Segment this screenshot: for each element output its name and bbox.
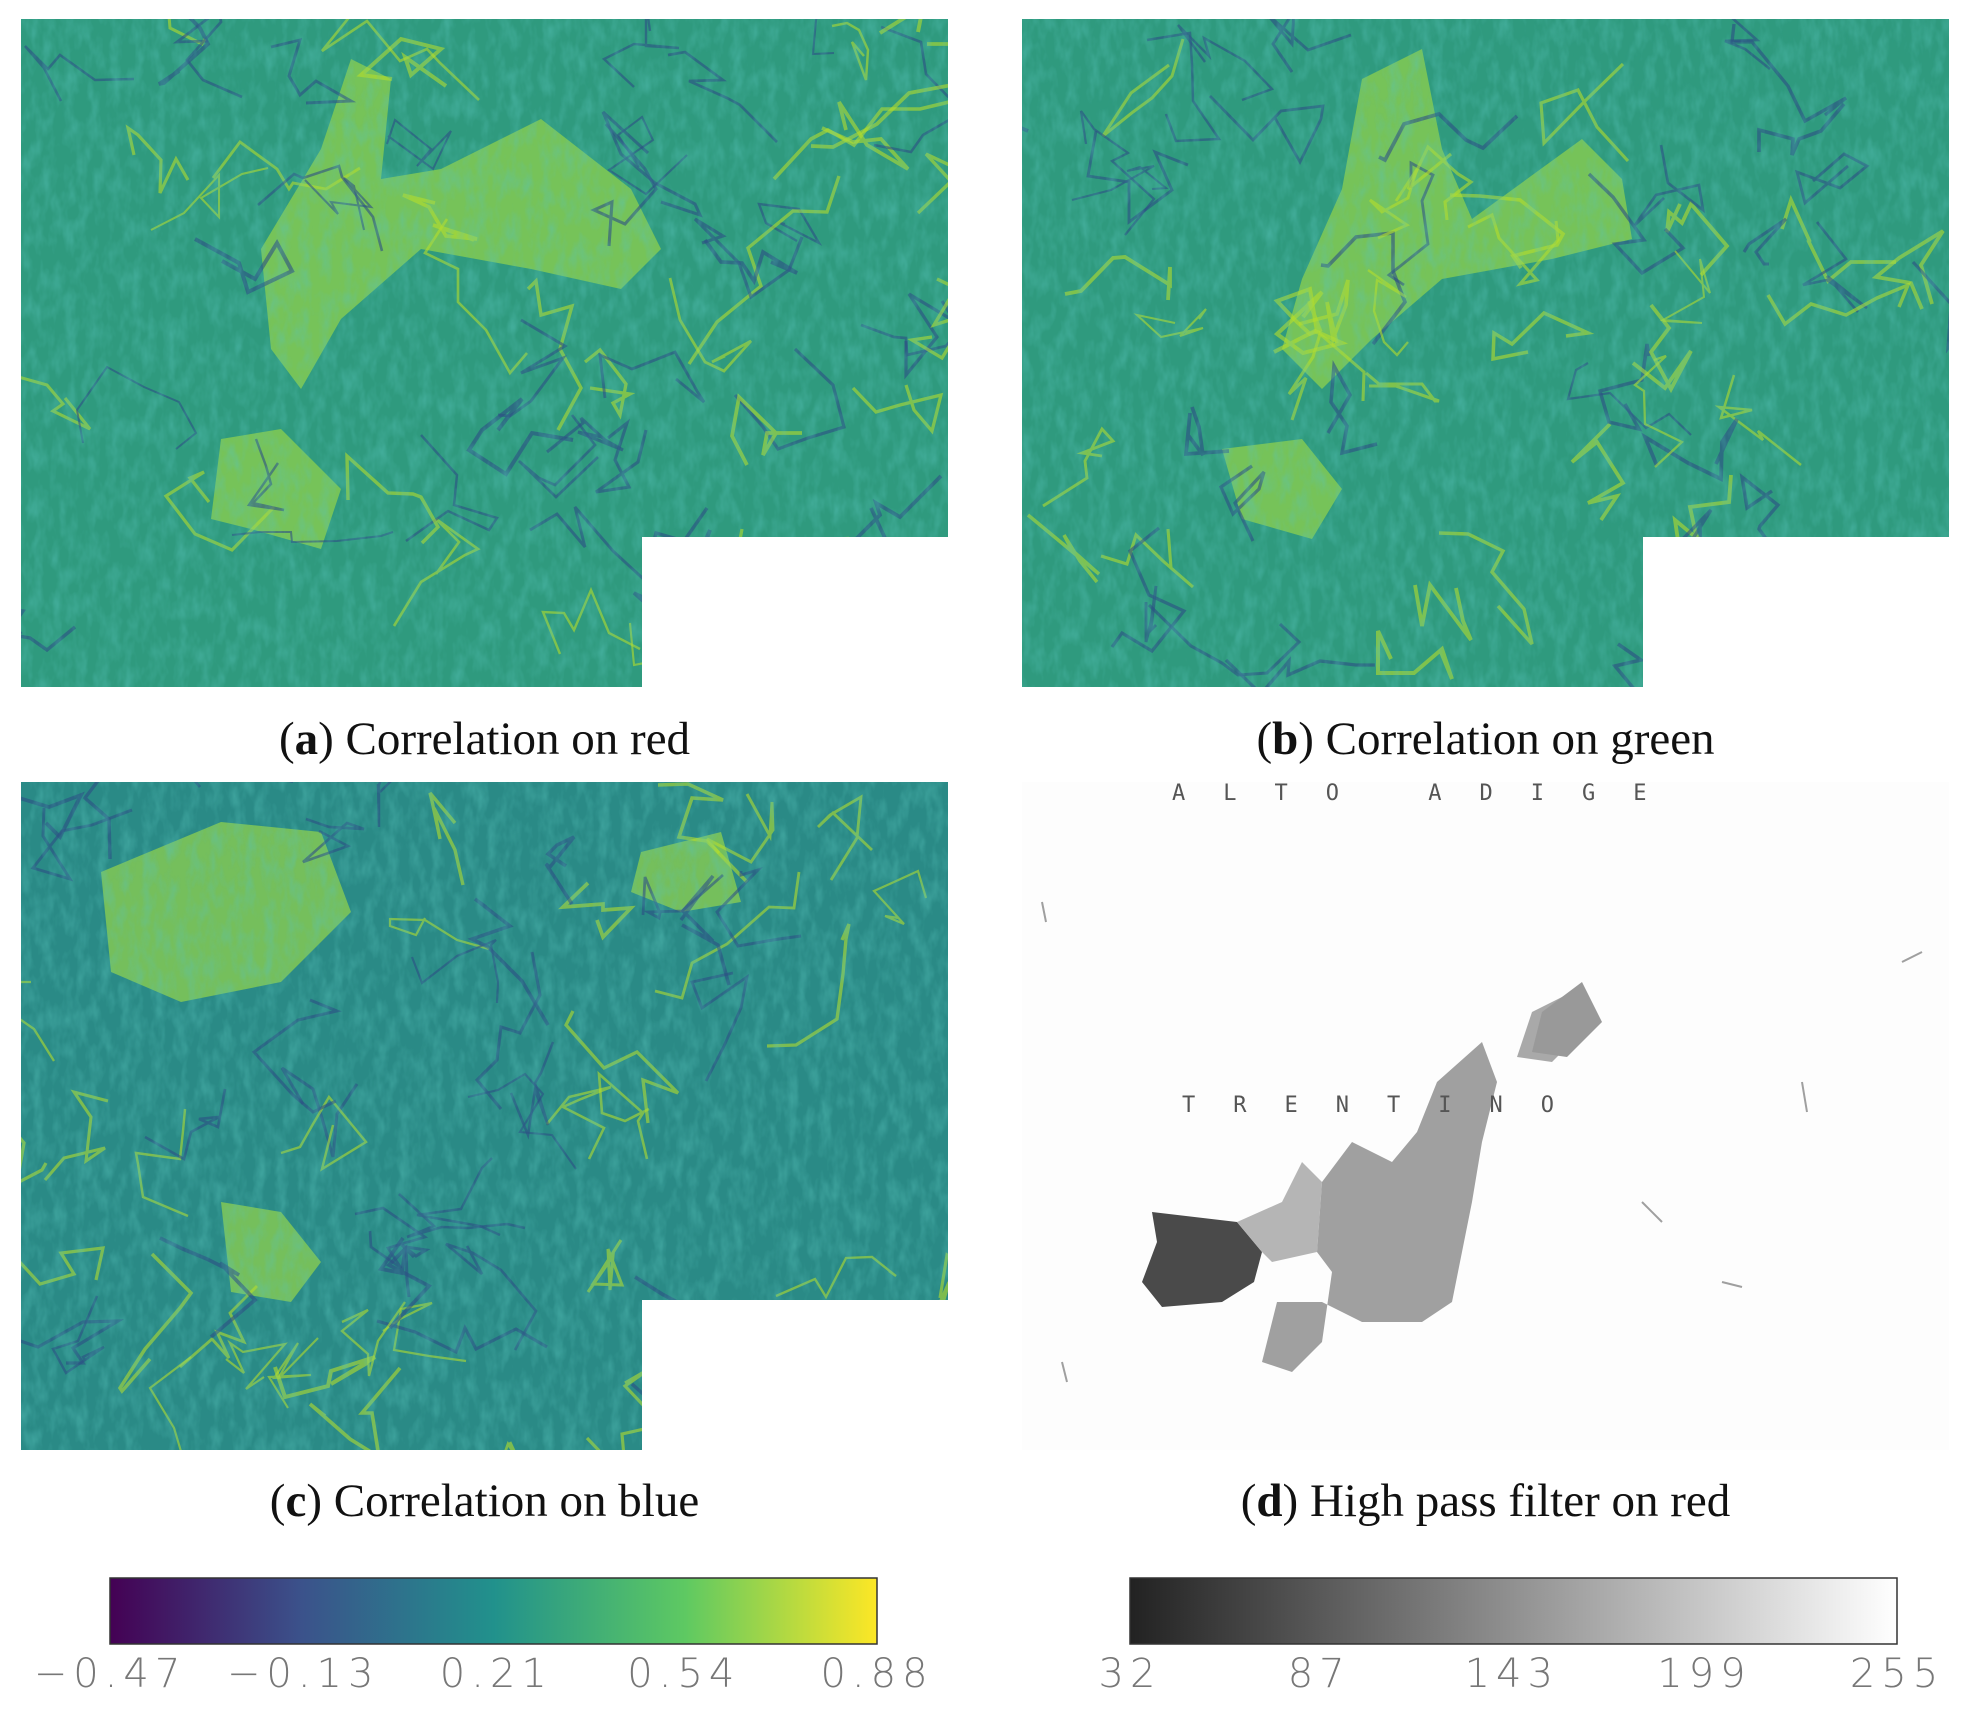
map-panel-b xyxy=(1022,19,1949,687)
caption-part: ( xyxy=(1240,1475,1257,1527)
caption: (a) Correlation on red xyxy=(21,712,948,766)
caption-part: ) xyxy=(1298,713,1314,765)
colorbar-tick-label: 0.54 xyxy=(627,1651,740,1697)
colorbar-tick-label: 32 xyxy=(1099,1651,1162,1697)
map-text: ALTO ADIGE TRENTINO xyxy=(1172,782,1684,1118)
colorbar-gradient xyxy=(109,1577,878,1645)
colorbar-tick-label: 199 xyxy=(1657,1651,1751,1697)
colorbar: 32 87 143 199 255 xyxy=(1099,1577,1944,1697)
caption-part: ( xyxy=(269,1475,286,1527)
map-label: ALTO ADIGE xyxy=(1172,782,1684,806)
colorbar-tick-label: 87 xyxy=(1288,1651,1351,1697)
colorbar: −0.47 −0.13 0.21 0.54 0.88 xyxy=(34,1577,933,1697)
caption-part: a xyxy=(294,713,319,765)
caption-part: b xyxy=(1272,713,1299,765)
caption-part: ) xyxy=(1282,1475,1299,1527)
caption-part: High pass filter on red xyxy=(1309,1475,1731,1527)
colorbar-tick-label: 255 xyxy=(1850,1651,1944,1697)
caption-part: c xyxy=(285,1475,307,1527)
colorbar-gradient xyxy=(1129,1577,1898,1645)
caption-part: ( xyxy=(278,713,295,765)
caption-part: ) xyxy=(306,1475,322,1527)
caption: (d) High pass filter on red xyxy=(1022,1474,1949,1528)
colorbar-tick-label: 143 xyxy=(1465,1651,1559,1697)
map-image xyxy=(21,782,948,1450)
caption-part: ( xyxy=(1256,713,1273,765)
map-panel-c xyxy=(21,782,948,1450)
colorbar-tick-label: 0.88 xyxy=(820,1651,933,1697)
caption: (c) Correlation on blue xyxy=(21,1474,948,1528)
caption-part: Correlation on green xyxy=(1325,713,1715,765)
caption-part: d xyxy=(1256,1475,1283,1527)
map-panel-a xyxy=(21,19,948,687)
colorbar-tick-label: −0.13 xyxy=(227,1651,380,1697)
map-panel-d: ALTO ADIGE TRENTINO xyxy=(1022,782,1949,1450)
map-image xyxy=(1022,19,1949,687)
map-label: TRENTINO xyxy=(1182,1093,1592,1118)
caption-part: ) xyxy=(318,713,334,765)
colorbar-tick-label: 0.21 xyxy=(440,1651,553,1697)
caption: (b) Correlation on green xyxy=(1022,712,1949,766)
caption-part: Correlation on blue xyxy=(333,1475,700,1527)
map-image xyxy=(21,19,948,687)
colorbar-tick-label: −0.47 xyxy=(34,1651,187,1697)
caption-part: Correlation on red xyxy=(345,713,691,765)
